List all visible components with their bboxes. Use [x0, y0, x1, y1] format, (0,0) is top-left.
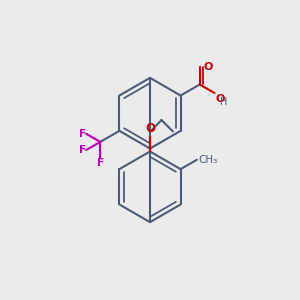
Text: F: F	[97, 158, 104, 168]
Text: O: O	[216, 94, 225, 104]
Text: H: H	[220, 98, 228, 107]
Text: CH₃: CH₃	[199, 155, 218, 165]
Text: O: O	[145, 122, 155, 135]
Text: F: F	[79, 129, 86, 139]
Text: O: O	[203, 62, 213, 72]
Text: F: F	[79, 145, 86, 155]
